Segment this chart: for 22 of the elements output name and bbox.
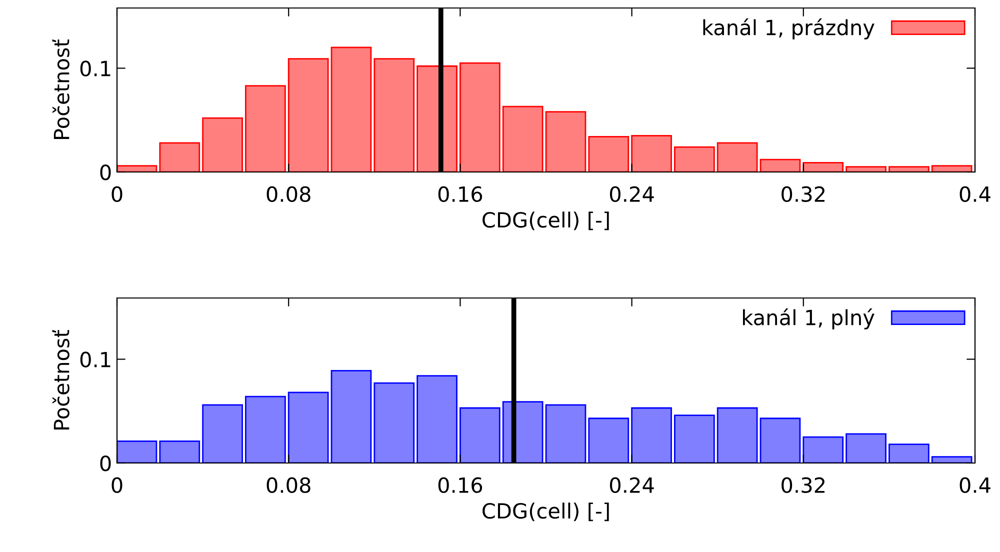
x-tick-label: 0	[112, 477, 122, 494]
y-tick-label: 0.1	[80, 60, 110, 76]
y-tick-label: 0	[100, 455, 111, 472]
y-axis-title: Početnosť	[52, 39, 70, 139]
x-tick-label: 0.16	[438, 186, 482, 202]
x-tick-label: 0.24	[610, 186, 654, 202]
x-tick-label: 0	[112, 186, 122, 202]
legend-label: kanál 1, prázdny	[703, 18, 874, 40]
x-tick-label: 0.08	[266, 477, 310, 494]
y-tick-label: 0	[100, 164, 111, 180]
x-tick-label: 0.16	[438, 477, 482, 494]
x-axis-title: CDG(cell) [-]	[482, 502, 609, 522]
x-tick-label: 0.4	[960, 186, 990, 202]
x-axis-title: CDG(cell) [-]	[482, 212, 609, 230]
x-tick-label: 0.08	[266, 186, 310, 202]
legend-label: kanál 1, plný	[743, 308, 874, 330]
x-tick-label: 0.4	[960, 477, 990, 494]
y-axis-title: Početnosť	[52, 330, 70, 430]
x-tick-label: 0.32	[782, 186, 825, 202]
x-tick-label: 0.32	[782, 477, 825, 494]
x-tick-label: 0.24	[610, 477, 654, 494]
y-tick-label: 0.1	[80, 352, 110, 368]
